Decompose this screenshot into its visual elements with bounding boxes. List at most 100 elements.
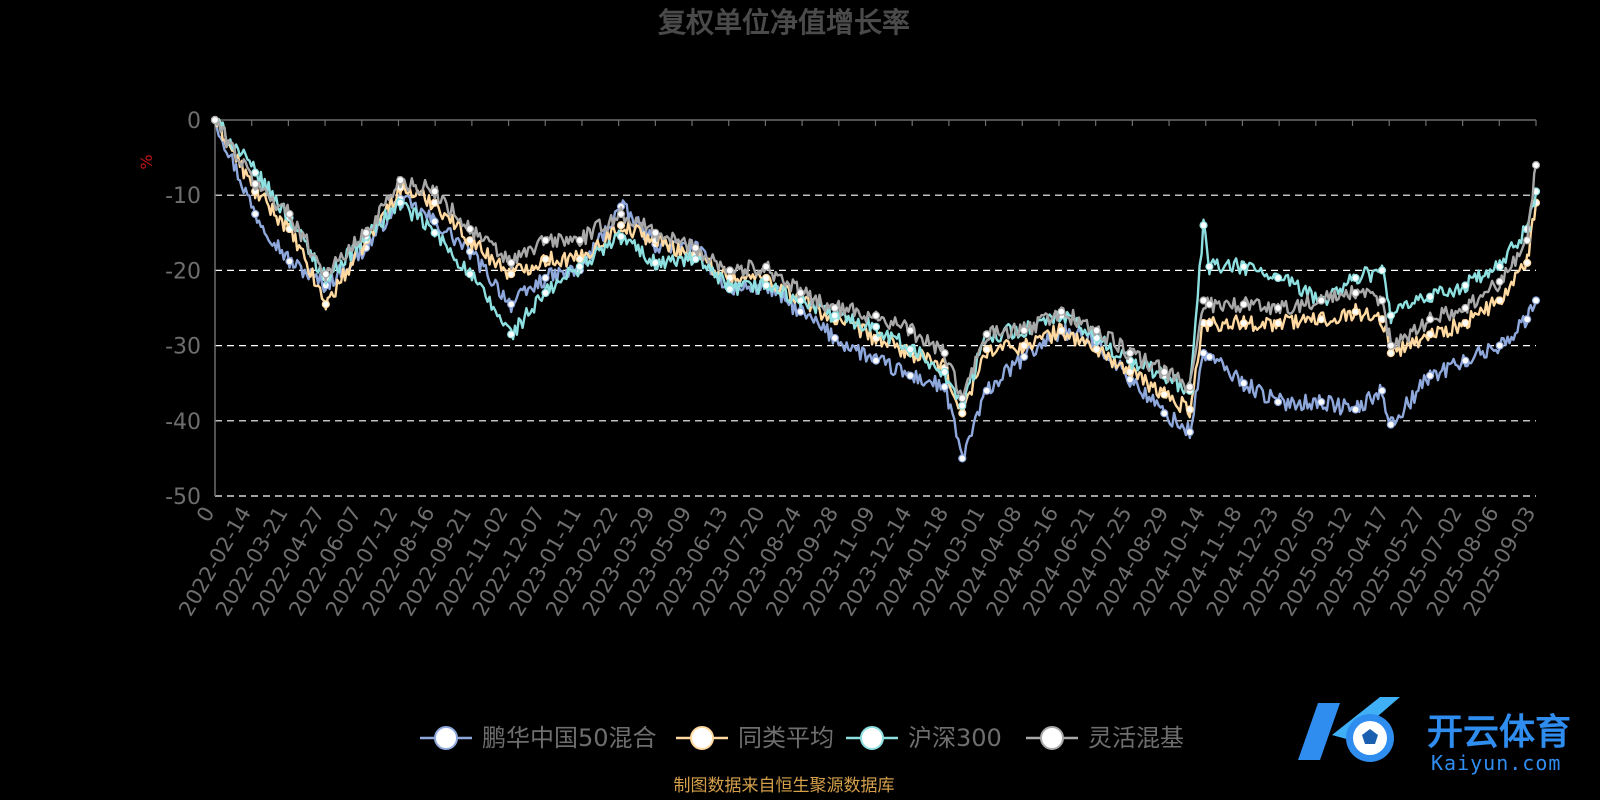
data-point: [725, 285, 734, 294]
legend-item: 沪深300: [846, 724, 1002, 752]
data-point: [1386, 311, 1395, 320]
data-point: [251, 179, 260, 189]
y-tick-label: -30: [165, 335, 201, 360]
data-point: [285, 257, 294, 266]
data-point: [1205, 318, 1214, 328]
data-point: [982, 330, 991, 339]
data-point: [575, 255, 584, 264]
data-point: [1495, 296, 1504, 305]
kaiyun-logo-icon: [1298, 697, 1400, 762]
x-tick-label: 0: [192, 503, 219, 527]
data-point: [1531, 296, 1541, 305]
data-point: [906, 371, 915, 380]
data-point: [651, 258, 660, 267]
data-point: [575, 236, 584, 245]
data-point: [507, 330, 516, 339]
data-point: [1273, 318, 1283, 328]
data-point: [725, 266, 734, 275]
data-point: [465, 236, 475, 245]
data-point: [251, 168, 260, 177]
data-point: [1351, 307, 1360, 316]
data-point: [1239, 318, 1248, 328]
data-point: [541, 236, 550, 245]
data-point: [1425, 330, 1435, 339]
legend-marker: [860, 726, 884, 750]
grid-lines: [215, 194, 1536, 497]
data-point: [1160, 367, 1169, 377]
data-point: [1317, 315, 1326, 324]
data-point: [1239, 379, 1248, 388]
series-line: [213, 119, 1538, 462]
data-point: [1019, 326, 1029, 335]
data-point: [1160, 409, 1169, 418]
y-tick-label: -40: [165, 410, 201, 435]
data-point: [982, 345, 991, 354]
data-point: [762, 281, 771, 290]
data-point: [1531, 161, 1541, 170]
data-point: [906, 345, 915, 354]
data-point: [796, 288, 805, 298]
data-point: [541, 255, 550, 264]
data-point: [830, 303, 839, 313]
data-point: [1273, 273, 1283, 283]
legend-label: 同类平均: [738, 724, 834, 752]
data-point: [1317, 296, 1326, 305]
data-point: [1386, 420, 1395, 429]
data-point: [1425, 292, 1435, 301]
data-point: [430, 187, 439, 196]
data-point: [1019, 352, 1029, 361]
data-point: [1239, 300, 1248, 309]
chart-title: 复权单位净值增长率: [658, 6, 910, 39]
data-point: [541, 273, 550, 283]
data-point: [1092, 345, 1101, 354]
data-point: [958, 454, 967, 463]
watermark-sub-text: Kaiyun.com: [1431, 751, 1561, 775]
y-tick-label: 0: [187, 109, 201, 134]
data-point: [958, 394, 967, 403]
data-point: [616, 221, 626, 230]
legend-label: 鹏华中国50混合: [482, 724, 657, 752]
data-point: [396, 198, 405, 207]
watermark-logo: 开云体育 Kaiyun.com: [1298, 697, 1571, 775]
data-point: [1461, 356, 1470, 365]
data-point: [1461, 318, 1470, 328]
data-point: [958, 401, 967, 410]
data-point: [1185, 427, 1194, 437]
data-point: [691, 255, 700, 264]
data-point: [1317, 397, 1326, 407]
data-point: [1205, 262, 1214, 271]
data-point: [1523, 258, 1532, 267]
data-point: [1092, 326, 1101, 335]
data-point: [1057, 307, 1066, 316]
y-axis: 0 -10 -20 -30 -40 -50: [165, 109, 216, 510]
data-point: [575, 262, 584, 271]
data-point: [1125, 367, 1135, 377]
data-point: [1425, 315, 1435, 324]
data-point: [871, 356, 881, 365]
data-point: [1239, 262, 1248, 271]
data-point: [285, 209, 294, 219]
data-point: [1461, 303, 1470, 313]
data-point: [210, 115, 220, 125]
data-point: [940, 367, 949, 377]
series-3: [210, 115, 1541, 410]
y-tick-label: -20: [165, 259, 201, 284]
data-point: [691, 243, 700, 252]
data-point: [321, 270, 330, 279]
data-point: [1495, 341, 1504, 350]
data-point: [1199, 296, 1208, 305]
data-point: [1386, 349, 1395, 358]
data-point: [830, 333, 839, 343]
data-point: [1377, 296, 1387, 305]
data-point: [361, 228, 371, 237]
data-point: [396, 176, 405, 185]
data-point: [507, 270, 516, 279]
data-point: [1273, 397, 1283, 407]
data-point: [1386, 341, 1395, 350]
data-point: [871, 322, 881, 331]
data-point: [541, 288, 550, 298]
legend-label: 灵活混基: [1088, 724, 1184, 752]
data-point: [507, 258, 516, 267]
data-point: [982, 386, 991, 395]
